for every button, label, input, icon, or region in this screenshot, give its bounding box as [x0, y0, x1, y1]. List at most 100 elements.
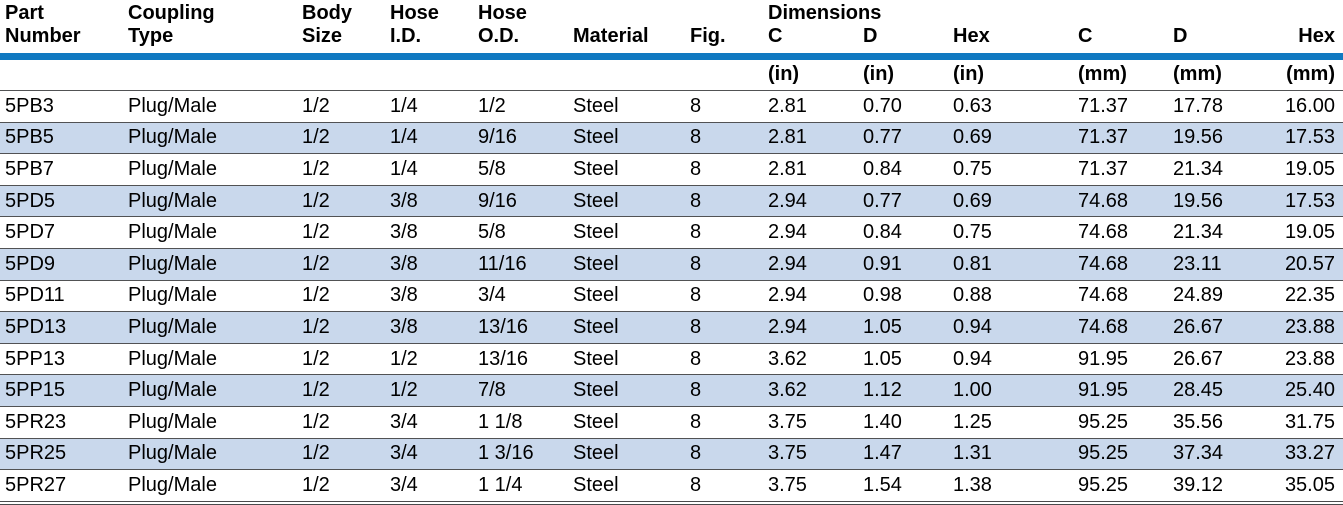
table-row: 5PR23 Plug/Male 1/2 3/4 1 1/8 Steel 8 3.75 1.40 1… [0, 406, 1343, 438]
table-cell: Plug/Male [128, 157, 217, 180]
table-row: 5PP13 Plug/Male 1/2 1/2 13/16 Steel 8 3.62 1.05 0… [0, 343, 1343, 375]
table-row: 5PR27 Plug/Male 1/2 3/4 1 1/4 Steel 8 3.75 1.54 1… [0, 469, 1343, 503]
table-cell: 5PP13 [5, 347, 66, 370]
column-header-hex-mm: Hex [1283, 0, 1343, 60]
dimensions-group-label: Dimensions [768, 2, 882, 24]
unit-cell: (mm) [1286, 63, 1335, 85]
table-cell: Plug/Male [128, 347, 217, 370]
table-cell: 8 [690, 157, 702, 180]
table-cell: 2.81 [768, 157, 807, 180]
table-cell: 25.40 [1284, 379, 1335, 402]
table-cell: 0.88 [953, 284, 992, 307]
table-cell: 31.75 [1284, 410, 1335, 433]
table-cell: 8 [690, 410, 702, 433]
table-cell: 1/2 [302, 315, 330, 338]
table-cell: 8 [690, 315, 702, 338]
table-cell: 1.54 [863, 473, 902, 496]
unit-cell [128, 57, 302, 91]
unit-cell [478, 57, 573, 91]
column-header-line2: O.D. [478, 25, 520, 47]
table-cell: 5PP15 [5, 379, 66, 402]
table-row: 5PD13 Plug/Male 1/2 3/8 13/16 Steel 8 2.94 1.05 0… [0, 311, 1343, 344]
table-row: 5PD11 Plug/Male 1/2 3/8 3/4 Steel 8 2.94 0.98 0.8… [0, 280, 1343, 312]
table-cell: 2.94 [768, 252, 807, 275]
table-cell: 71.37 [1078, 94, 1129, 117]
unit-cell: (in) [953, 63, 985, 85]
table-cell: 74.68 [1078, 221, 1129, 244]
column-header-line2: I.D. [390, 25, 422, 47]
column-header-hose-od: Hose O.D. [478, 0, 573, 60]
table-cell: 1/2 [478, 94, 506, 117]
table-cell: 3/8 [390, 284, 418, 307]
table-cell: 1.05 [863, 315, 902, 338]
table-cell: 1 1/8 [478, 410, 523, 433]
table-cell: 3.62 [768, 347, 807, 370]
table-cell: 0.94 [953, 347, 992, 370]
table-cell: Steel [573, 315, 619, 338]
column-header-material: Material [573, 0, 690, 60]
table-cell: 74.68 [1078, 315, 1129, 338]
table-cell: 2.94 [768, 315, 807, 338]
table-cell: 0.84 [863, 157, 902, 180]
table-cell: 5PD9 [5, 252, 56, 275]
table-cell: 24.89 [1173, 284, 1224, 307]
table-cell: 5/8 [478, 157, 506, 180]
table-cell: 0.63 [953, 94, 992, 117]
column-header-hex-in: Hex [953, 0, 1078, 60]
table-cell: 26.67 [1173, 315, 1224, 338]
table-cell: Steel [573, 442, 619, 465]
table-cell: 0.77 [863, 189, 902, 212]
column-header-line1: Hose [478, 2, 527, 24]
table-cell: 3/4 [390, 442, 418, 465]
table-cell: 95.25 [1078, 473, 1129, 496]
table-cell: 1/2 [302, 284, 330, 307]
unit-cell [690, 57, 768, 91]
table-cell: 74.68 [1078, 189, 1129, 212]
table-cell: Steel [573, 189, 619, 212]
column-header-line2: Fig. [690, 25, 726, 47]
table-cell: 5PB5 [5, 126, 54, 149]
table-cell: Steel [573, 94, 619, 117]
table-cell: 3/8 [390, 252, 418, 275]
table-cell: Plug/Male [128, 442, 217, 465]
table-cell: 8 [690, 94, 702, 117]
column-header-c-mm: C [1078, 0, 1173, 60]
table-cell: 8 [690, 284, 702, 307]
column-header-line2: D [1173, 25, 1188, 47]
table-cell: 0.98 [863, 284, 902, 307]
table-cell: 23.88 [1284, 315, 1335, 338]
column-header-line1: Body [302, 2, 352, 24]
table-cell: 2.81 [768, 94, 807, 117]
table-cell: 13/16 [478, 315, 529, 338]
table-row: 5PR25 Plug/Male 1/2 3/4 1 3/16 Steel 8 3.75 1.47… [0, 438, 1343, 470]
table-cell: 8 [690, 379, 702, 402]
table-cell: 1/2 [302, 189, 330, 212]
table-cell: Plug/Male [128, 126, 217, 149]
column-header-part-number: Part Number [0, 0, 128, 60]
table-cell: 5PD5 [5, 189, 56, 212]
table-cell: 8 [690, 347, 702, 370]
table-cell: 71.37 [1078, 157, 1129, 180]
table-cell: 1.12 [863, 379, 902, 402]
table-cell: 0.91 [863, 252, 902, 275]
unit-cell [573, 57, 690, 91]
unit-cell [390, 57, 478, 91]
column-header-line2: Number [5, 25, 81, 47]
table-cell: 3/8 [390, 315, 418, 338]
table-cell: 13/16 [478, 347, 529, 370]
table-cell: 23.88 [1284, 347, 1335, 370]
column-header-line2: Hex [1298, 25, 1335, 47]
column-header-d-in: D [863, 0, 953, 60]
table-cell: 8 [690, 442, 702, 465]
table-cell: 0.84 [863, 221, 902, 244]
table-cell: 11/16 [478, 252, 527, 275]
unit-cell [302, 57, 390, 91]
table-cell: 95.25 [1078, 442, 1129, 465]
table-cell: 1/4 [390, 94, 418, 117]
table-cell: Steel [573, 221, 619, 244]
table-cell: 28.45 [1173, 379, 1224, 402]
column-header-c-in: Dimensions C [768, 0, 882, 60]
table-cell: 39.12 [1173, 473, 1224, 496]
table-cell: 0.69 [953, 126, 992, 149]
table-cell: Steel [573, 157, 619, 180]
